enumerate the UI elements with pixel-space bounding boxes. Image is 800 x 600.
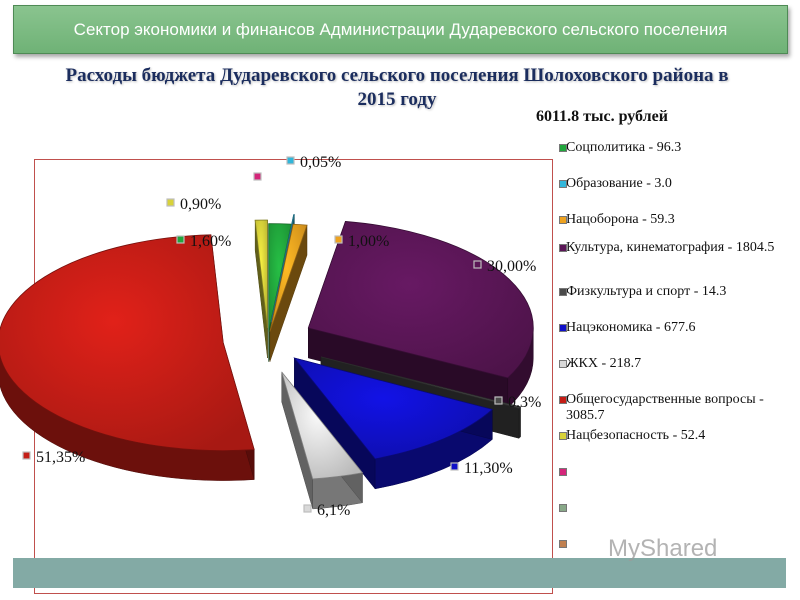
- pie-slice-4: [320, 356, 522, 409]
- page-title: Расходы бюджета Дударевского сельского п…: [12, 64, 782, 112]
- data-label-marker-8: [166, 198, 175, 207]
- data-label-3: 30,00%: [487, 258, 536, 275]
- legend-marker: [559, 324, 567, 332]
- legend-label: Общегосударственные вопросы - 3085.7: [566, 392, 764, 423]
- pie-slice-6: [281, 371, 364, 480]
- pie-slice-5: [293, 357, 494, 460]
- legend-marker: [559, 180, 567, 188]
- legend-marker: [559, 504, 567, 512]
- legend-item: Культура, кинематография - 1804.5: [559, 240, 796, 256]
- data-label-7: 51,35%: [36, 449, 85, 466]
- total-amount: 6011.8 тыс. рублей: [536, 108, 668, 125]
- frame-right: [552, 159, 553, 594]
- legend-item: Общегосударственные вопросы - 3085.7: [559, 392, 796, 424]
- extra-label-marker-0: [253, 172, 262, 181]
- legend-item: Соцполитика - 96.3: [559, 140, 796, 156]
- data-label-0: 1,60%: [190, 233, 231, 250]
- data-label-marker-5: [450, 462, 459, 471]
- data-label-2: 1,00%: [348, 233, 389, 250]
- data-label-marker-0: [176, 235, 185, 244]
- legend-label: Нацбезопасность - 52.4: [566, 428, 706, 443]
- legend-label: Нацэкономика - 677.6: [566, 320, 696, 335]
- legend-marker: [559, 244, 567, 252]
- legend-marker: [559, 468, 567, 476]
- legend-marker: [559, 288, 567, 296]
- data-label-5: 11,30%: [464, 460, 513, 477]
- watermark-logo: MyShared: [608, 535, 718, 562]
- legend-item: ЖКХ - 218.7: [559, 356, 796, 372]
- legend-item: Нацэкономика - 677.6: [559, 320, 796, 336]
- legend-marker: [559, 216, 567, 224]
- legend-marker: [559, 144, 567, 152]
- data-label-marker-6: [303, 504, 312, 513]
- frame-bottom: [34, 593, 553, 594]
- legend-item: Нацбезопасность - 52.4: [559, 428, 796, 444]
- pie-slice-2: [269, 223, 308, 332]
- legend-label: Нацоборона - 59.3: [566, 212, 675, 227]
- legend-marker: [559, 396, 567, 404]
- data-labels: 1,60% 0,05% 1,00% 30,00% 0.3% 11,30% 6,1% 51,35…: [22, 154, 541, 519]
- footer-bar: [13, 558, 786, 588]
- legend-label: ЖКХ - 218.7: [566, 356, 642, 371]
- organization-name: Сектор экономики и финансов Администраци…: [73, 19, 728, 39]
- data-label-1: 0,05%: [300, 154, 341, 171]
- data-label-8: 0,90%: [180, 196, 221, 213]
- legend-label: Культура, кинематография - 1804.5: [566, 240, 775, 255]
- data-label-6: 6,1%: [317, 502, 350, 519]
- legend-item: Образование - 3.0: [559, 176, 796, 192]
- data-label-marker-3: [473, 260, 482, 269]
- data-label-marker-1: [286, 156, 295, 165]
- legend-label: Соцполитика - 96.3: [566, 140, 682, 155]
- legend-label: Физкультура и спорт - 14.3: [566, 284, 727, 299]
- legend-marker: [559, 432, 567, 440]
- legend-item: Нацоборона - 59.3: [559, 212, 796, 228]
- header-bar: Сектор экономики и финансов Администраци…: [13, 5, 788, 54]
- pie-slice-7: [0, 234, 255, 451]
- pie-slice-1: [270, 214, 295, 323]
- data-label-marker-2: [334, 235, 343, 244]
- page-title-line2: 2015 году: [357, 89, 437, 110]
- data-label-4: 0.3%: [508, 394, 541, 411]
- legend-label: Образование - 3.0: [566, 176, 672, 191]
- data-label-marker-7: [22, 451, 31, 460]
- legend-marker: [559, 540, 567, 548]
- pie-slice-8: [254, 219, 268, 329]
- page-title-line1: Расходы бюджета Дударевского сельского п…: [65, 65, 729, 86]
- legend-marker: [559, 360, 567, 368]
- data-label-marker-4: [494, 396, 503, 405]
- legend-item: Физкультура и спорт - 14.3: [559, 284, 796, 300]
